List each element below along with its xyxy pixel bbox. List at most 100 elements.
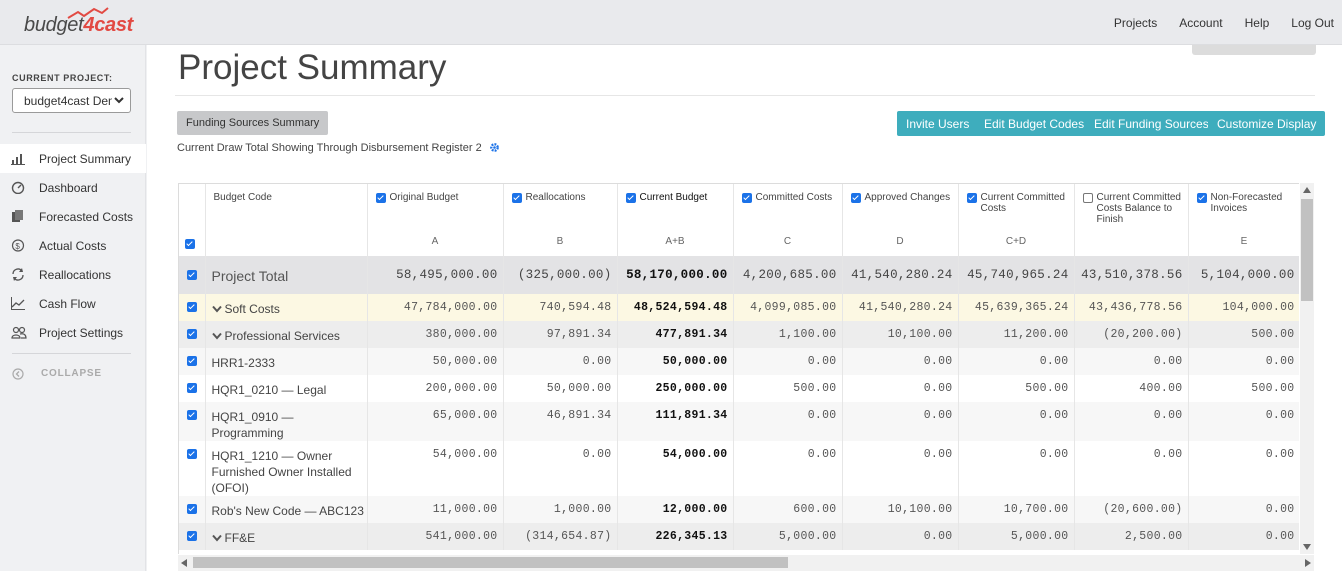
scroll-right-arrow-icon[interactable] <box>1305 559 1311 567</box>
row-checkbox[interactable] <box>186 531 197 542</box>
row-select-cell <box>179 375 206 402</box>
table-row[interactable]: FF&E 541,000.00 (314,654.87) 226,345.13 5,00… <box>179 523 1299 550</box>
value-cell: 58,170,000.00 <box>617 256 734 294</box>
value-cell: 250,000.00 <box>617 375 734 402</box>
nav-logout[interactable]: Log Out <box>1291 16 1334 30</box>
header-label: Committed Costs <box>755 192 833 203</box>
logo-accent: 4cast <box>83 14 134 36</box>
table-row[interactable]: HRR1-2333 50,000.00 0.00 50,000.00 0.00 0.00 0… <box>179 348 1299 375</box>
customize-display-button[interactable]: Customize Display <box>1208 111 1326 136</box>
summary-table-container: Budget Code Original Budget A Reallocatio… <box>178 183 1299 554</box>
value-cell: 477,891.34 <box>617 321 734 348</box>
sidebar-item-project-summary[interactable]: Project Summary <box>0 144 146 173</box>
table-row[interactable]: Soft Costs 47,784,000.00 740,594.48 48,524,… <box>179 294 1299 321</box>
value-cell: 500.00 <box>1188 321 1299 348</box>
header-cell: Original Budget A <box>367 184 504 256</box>
vertical-scrollbar[interactable] <box>1300 183 1314 554</box>
summary-table: Budget Code Original Budget A Reallocatio… <box>179 184 1299 550</box>
value-cell: 0.00 <box>958 402 1075 441</box>
value-cell: 2,500.00 <box>1074 523 1189 550</box>
budget-code-cell: Soft Costs <box>205 294 368 321</box>
sidebar-item-forecasted-costs[interactable]: Forecasted Costs <box>0 202 146 231</box>
budget-code-cell: FF&E <box>205 523 368 550</box>
value-cell: 400.00 <box>1074 375 1189 402</box>
row-checkbox[interactable] <box>186 356 197 367</box>
invite-users-button[interactable]: Invite Users <box>897 111 979 136</box>
column-toggle-checkbox[interactable] <box>511 193 522 203</box>
gear-icon[interactable] <box>489 142 500 153</box>
table-row[interactable]: Rob's New Code — ABC123 11,000.00 1,000.00… <box>179 496 1299 523</box>
value-cell: 4,099,085.00 <box>733 294 843 321</box>
nav-account[interactable]: Account <box>1179 16 1223 30</box>
table-row[interactable]: HQR1_1210 — Owner Furnished Owner Instal… <box>179 441 1299 496</box>
sidebar-item-reallocations[interactable]: Reallocations <box>0 260 146 289</box>
row-checkbox[interactable] <box>186 504 197 515</box>
header-cell: Reallocations B <box>503 184 618 256</box>
column-toggle-checkbox[interactable] <box>375 193 386 203</box>
value-cell: 0.00 <box>958 348 1075 375</box>
value-cell: 0.00 <box>1188 348 1299 375</box>
download-report-button[interactable] <box>1192 45 1316 55</box>
column-toggle-checkbox[interactable] <box>625 193 636 203</box>
header-code: A+B <box>665 236 685 247</box>
sidebar-item-actual-costs[interactable]: $ Actual Costs <box>0 231 146 260</box>
scroll-up-arrow-icon[interactable] <box>1303 187 1311 193</box>
row-checkbox[interactable] <box>186 329 197 340</box>
expand-caret-icon[interactable] <box>211 305 222 313</box>
nav-help[interactable]: Help <box>1244 16 1270 30</box>
budget-code-cell: Professional Services <box>205 321 368 348</box>
logo[interactable]: budget4cast <box>24 14 133 37</box>
header-cell: Budget Code <box>205 184 368 256</box>
nav-projects[interactable]: Projects <box>1113 16 1158 30</box>
expand-caret-icon[interactable] <box>211 332 222 340</box>
sidebar-item-cash-flow[interactable]: Cash Flow <box>0 289 146 318</box>
sidebar-item-label: Project Settings <box>39 326 124 340</box>
scroll-left-arrow-icon[interactable] <box>181 559 187 567</box>
select-all-checkbox[interactable] <box>185 239 195 249</box>
table-row[interactable]: HQR1_0210 — Legal 200,000.00 50,000.00 250,… <box>179 375 1299 402</box>
value-cell: 10,100.00 <box>842 321 959 348</box>
column-toggle-checkbox[interactable] <box>1082 193 1093 203</box>
collapse-button[interactable]: COLLAPSE <box>12 368 102 380</box>
value-cell: 5,000.00 <box>733 523 843 550</box>
column-toggle-checkbox[interactable] <box>1196 193 1207 203</box>
collapse-arrow-icon <box>12 368 24 380</box>
main-content: Project Summary Funding Sources Summary … <box>147 45 1342 571</box>
value-cell: 54,000.00 <box>367 441 504 496</box>
row-checkbox[interactable] <box>186 410 197 421</box>
table-row[interactable]: HQR1_0910 — Programming 65,000.00 46,891.3… <box>179 402 1299 441</box>
horizontal-scroll-thumb[interactable] <box>193 557 788 568</box>
sidebar-item-dashboard[interactable]: Dashboard <box>0 173 146 202</box>
value-cell: 0.00 <box>842 441 959 496</box>
edit-budget-codes-button[interactable]: Edit Budget Codes <box>975 111 1094 136</box>
edit-funding-sources-button[interactable]: Edit Funding Sources <box>1085 111 1218 136</box>
row-checkbox[interactable] <box>186 270 197 281</box>
table-row[interactable]: Professional Services 380,000.00 97,891.34… <box>179 321 1299 348</box>
column-toggle-checkbox[interactable] <box>850 193 861 203</box>
sidebar-divider <box>12 132 131 133</box>
logo-swoosh-icon <box>67 7 109 19</box>
column-toggle-checkbox[interactable] <box>741 193 752 203</box>
row-checkbox[interactable] <box>186 302 197 313</box>
value-cell: 0.00 <box>503 348 618 375</box>
row-checkbox[interactable] <box>186 383 197 394</box>
value-cell: 12,000.00 <box>617 496 734 523</box>
scroll-down-arrow-icon[interactable] <box>1303 544 1311 550</box>
header-select-all[interactable] <box>179 184 206 256</box>
current-project-select[interactable]: budget4cast Dem <box>12 88 131 113</box>
vertical-scroll-thumb[interactable] <box>1301 199 1313 301</box>
row-select-cell <box>179 321 206 348</box>
sidebar-item-project-settings[interactable]: Project Settings <box>0 318 146 347</box>
value-cell: 11,200.00 <box>958 321 1075 348</box>
row-checkbox[interactable] <box>186 449 197 460</box>
budget-code-cell: Project Total <box>205 256 368 294</box>
expand-caret-icon[interactable] <box>211 534 222 542</box>
horizontal-scrollbar[interactable] <box>178 555 1314 571</box>
value-cell: 0.00 <box>733 348 843 375</box>
funding-sources-summary-button[interactable]: Funding Sources Summary <box>177 111 329 135</box>
value-cell: 50,000.00 <box>617 348 734 375</box>
value-cell: 43,510,378.56 <box>1074 256 1189 294</box>
project-total-row[interactable]: Project Total 58,495,000.00 (325,000.00) 58… <box>179 256 1299 294</box>
header-label: Original Budget <box>389 192 459 203</box>
column-toggle-checkbox[interactable] <box>966 193 977 203</box>
